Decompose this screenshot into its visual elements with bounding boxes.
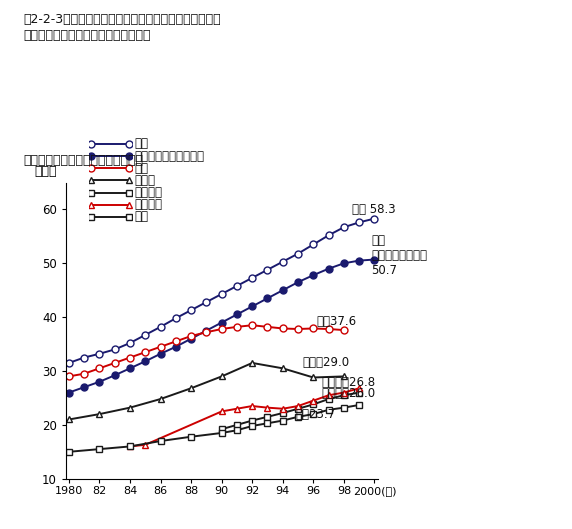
Text: イギリス26.8: イギリス26.8 [321,376,375,389]
Text: イギリス: イギリス [134,198,162,211]
Text: 米国37.6: 米国37.6 [316,315,356,328]
Text: ＥＵ: ＥＵ [134,211,148,223]
Text: ドイツ29.0: ドイツ29.0 [303,357,349,369]
Text: 第2-2-3図　主要国における人口及び労働力人口１万人: 第2-2-3図 主要国における人口及び労働力人口１万人 [23,13,220,26]
Text: 米国: 米国 [134,162,148,175]
Text: 日本
（自然科学のみ）
50.7: 日本 （自然科学のみ） 50.7 [371,234,427,277]
Text: 日本: 日本 [134,138,148,150]
Text: （１）人口１万人当たりの研究者数: （１）人口１万人当たりの研究者数 [23,153,143,167]
Text: フランス: フランス [134,186,162,199]
Text: 当たりの研究者数の推移: 当たりの研究者数の推移 [23,29,150,42]
Text: ドイツ: ドイツ [134,174,156,187]
Text: 日本（自然科学のみ）: 日本（自然科学のみ） [134,150,204,162]
Text: ＥＵ23.7: ＥＵ23.7 [295,408,335,421]
Text: フランス26.0: フランス26.0 [321,387,375,400]
Text: 日本 58.3: 日本 58.3 [352,203,395,216]
Text: （人）: （人） [34,165,57,178]
